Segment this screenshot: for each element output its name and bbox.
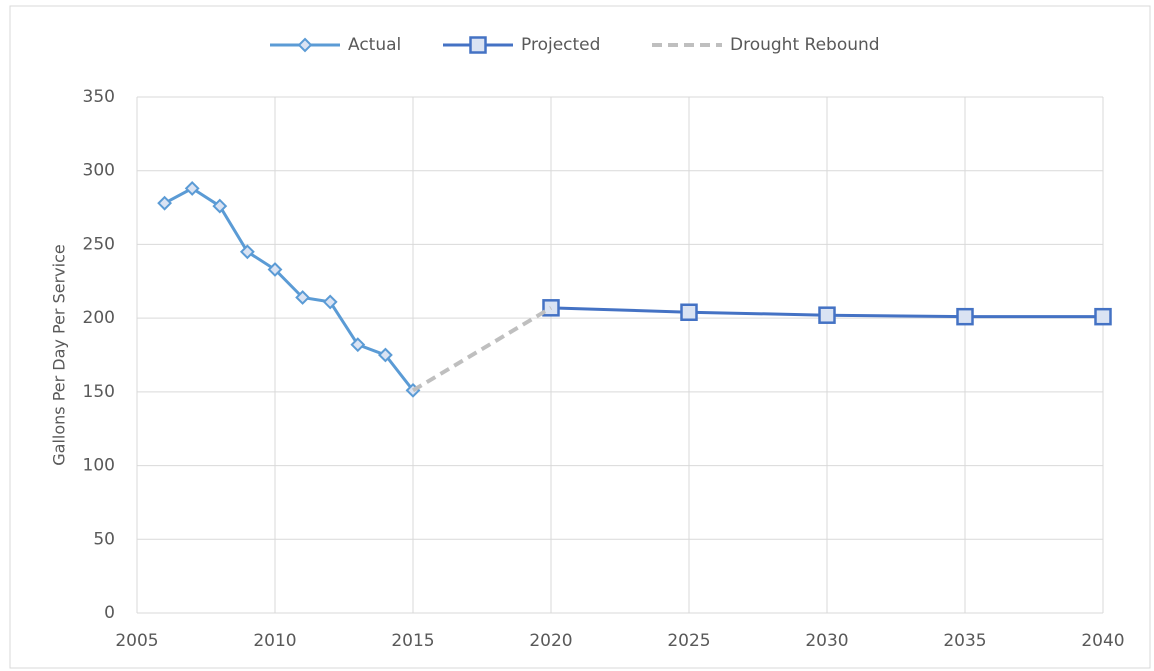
y-tick-label: 0 — [104, 603, 115, 623]
data-point — [680, 303, 698, 321]
data-point — [239, 244, 255, 260]
legend-label: Projected — [521, 35, 600, 55]
y-tick-label: 100 — [83, 456, 115, 476]
x-tick-label: 2005 — [115, 631, 158, 651]
data-point — [1094, 307, 1112, 326]
legend-marker — [297, 37, 313, 53]
x-tick-label: 2020 — [529, 631, 572, 651]
data-point — [157, 195, 173, 211]
y-tick-label: 150 — [83, 382, 115, 402]
data-point — [956, 307, 974, 326]
x-tick-label: 2015 — [391, 631, 434, 651]
data-point — [184, 180, 200, 196]
data-point — [322, 294, 338, 310]
y-tick-label: 350 — [83, 87, 115, 107]
x-tick-label: 2030 — [805, 631, 848, 651]
data-point — [212, 198, 228, 214]
data-point — [295, 290, 311, 305]
y-tick-label: 50 — [93, 529, 115, 549]
y-axis-label: Gallons Per Day Per Service — [50, 244, 69, 465]
chart-border — [9, 5, 1151, 669]
legend-label: Drought Rebound — [730, 35, 880, 55]
x-tick-label: 2010 — [253, 631, 296, 651]
y-tick-label: 250 — [83, 234, 115, 254]
x-tick-label: 2035 — [943, 631, 986, 651]
data-point — [267, 262, 283, 277]
series-line — [411, 306, 553, 393]
legend-marker — [469, 36, 487, 54]
series-line — [163, 186, 415, 392]
legend-label: Actual — [348, 35, 401, 55]
x-tick-label: 2025 — [667, 631, 710, 651]
data-point — [818, 306, 836, 324]
y-tick-label: 200 — [83, 308, 115, 328]
data-point — [350, 337, 366, 353]
y-tick-label: 300 — [83, 161, 115, 181]
x-tick-label: 2040 — [1081, 631, 1124, 651]
data-point — [377, 347, 393, 363]
